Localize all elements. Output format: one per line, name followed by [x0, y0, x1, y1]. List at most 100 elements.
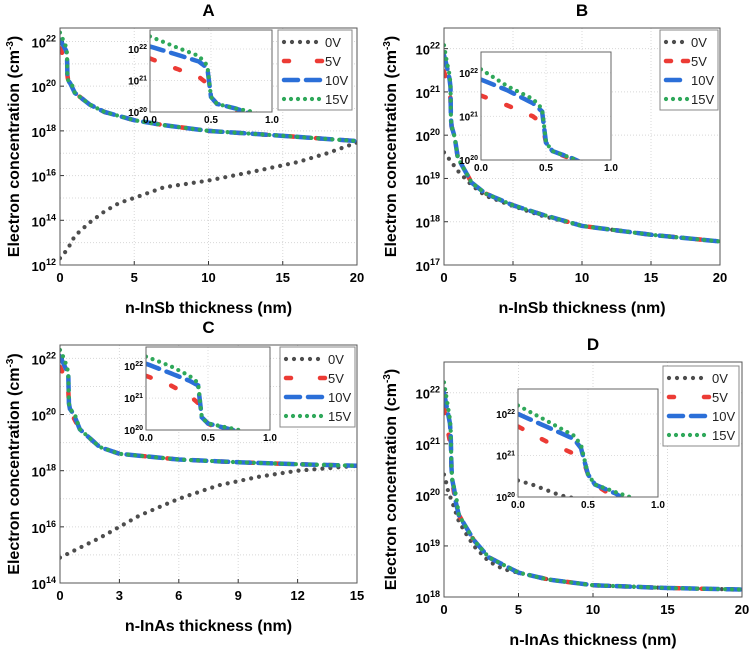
- legend-label-15V: 15V: [325, 92, 348, 107]
- legend-label-5V: 5V: [691, 54, 707, 69]
- y-tick-base: 10: [32, 465, 46, 480]
- legend-label-15V: 15V: [691, 92, 714, 107]
- y-tick-label: 1014: [32, 212, 56, 229]
- inset-x-tick-label: 1.0: [604, 163, 618, 174]
- inset-y-tick-label: 1022: [128, 44, 147, 56]
- x-tick-label: 10: [201, 270, 215, 285]
- inset-y-tick-label: 1021: [496, 450, 515, 462]
- inset-y-tick-exponent: 22: [135, 361, 143, 368]
- y-tick-exponent: 20: [46, 407, 56, 417]
- y-tick-exponent: 14: [46, 212, 56, 222]
- inset-y-tick-label: 1020: [124, 425, 143, 437]
- inset-y-tick-base: 10: [124, 362, 136, 373]
- y-tick-label: 1019: [416, 170, 440, 187]
- y-tick-base: 10: [416, 172, 430, 187]
- inset-y-tick-exponent: 21: [139, 75, 147, 82]
- inset-y-tick-label: 1020: [128, 107, 147, 119]
- y-tick-base: 10: [416, 489, 430, 504]
- y-tick-exponent: 12: [46, 257, 56, 267]
- y-tick-label: 1016: [32, 519, 56, 536]
- y-tick-exponent: 19: [430, 538, 440, 548]
- x-tick-label: 20: [713, 270, 727, 285]
- y-tick-exponent: 17: [430, 257, 440, 267]
- series-0V: [60, 140, 357, 261]
- legend-label-5V: 5V: [712, 390, 728, 405]
- y-tick-label: 1019: [416, 538, 440, 555]
- series-15V: [444, 380, 742, 592]
- y-tick-base: 10: [32, 577, 46, 592]
- inset-x-tick-label: 0.5: [204, 115, 218, 126]
- y-axis-label: Electron concentration (cm-3): [5, 353, 23, 574]
- inset-y-tick-exponent: 21: [470, 111, 478, 118]
- y-tick-exponent: 16: [46, 168, 56, 178]
- x-tick-label: 0: [56, 270, 63, 285]
- y-tick-base: 10: [416, 259, 430, 274]
- y-tick-exponent: 18: [430, 589, 440, 599]
- inset-y-tick-label: 1022: [124, 361, 143, 373]
- x-tick-label: 5: [509, 270, 516, 285]
- x-tick-label: 5: [131, 270, 138, 285]
- inset-series-15V: [146, 354, 244, 430]
- y-axis-label-sup: -3: [382, 41, 393, 50]
- y-tick-base: 10: [416, 438, 430, 453]
- legend: 0V 5V 10V 15V: [659, 29, 719, 111]
- series-0V: [60, 463, 357, 560]
- y-tick-exponent: 22: [430, 385, 440, 395]
- inset-x-tick-label: 0.0: [139, 433, 153, 444]
- inset-y-tick-base: 10: [459, 112, 471, 123]
- y-axis-label-end: ): [383, 36, 400, 41]
- plot-frame: [443, 27, 721, 266]
- y-axis-label-text: Electron concentration (cm: [383, 50, 400, 257]
- x-axis-label: n-InSb thickness (nm): [125, 300, 292, 317]
- inset-series-10V: [150, 44, 253, 112]
- y-tick-base: 10: [416, 43, 430, 58]
- series-0V: [444, 150, 720, 244]
- panel-title: C: [202, 318, 214, 337]
- panel-title: D: [587, 335, 599, 354]
- inset-x-tick-label: 0.5: [539, 163, 553, 174]
- inset-x-tick-label: 1.0: [263, 433, 277, 444]
- y-tick-label: 1022: [416, 385, 440, 402]
- inset-y-tick-exponent: 22: [139, 44, 147, 51]
- y-tick-base: 10: [416, 129, 430, 144]
- x-tick-label: 9: [235, 588, 242, 603]
- y-tick-label: 1014: [32, 575, 56, 592]
- x-tick-label: 20: [350, 270, 364, 285]
- y-axis-label-sup: -3: [5, 41, 16, 50]
- panel-B: B0 5 10 15 20101710181019102010211022n-InSb …: [382, 1, 727, 317]
- y-axis-label: Electron concentration (cm-3): [382, 369, 400, 590]
- legend-label-0V: 0V: [328, 352, 344, 367]
- inset-series-15V: [518, 403, 635, 497]
- y-axis-label-text: Electron concentration (cm: [6, 368, 23, 575]
- y-tick-base: 10: [32, 521, 46, 536]
- y-tick-exponent: 20: [430, 127, 440, 137]
- y-tick-exponent: 20: [430, 487, 440, 497]
- legend: 0V 5V 10V 15V: [277, 29, 353, 111]
- y-tick-exponent: 22: [46, 33, 56, 43]
- y-tick-base: 10: [32, 259, 46, 274]
- y-axis-label-text: Electron concentration (cm: [383, 383, 400, 590]
- plot-frame: [59, 344, 358, 584]
- y-tick-base: 10: [32, 352, 46, 367]
- inset-y-tick-exponent: 21: [135, 393, 143, 400]
- y-axis-label-end: ): [6, 36, 23, 41]
- y-tick-exponent: 19: [430, 170, 440, 180]
- y-tick-label: 1022: [32, 33, 56, 50]
- legend-label-10V: 10V: [328, 390, 351, 405]
- y-tick-label: 1018: [416, 589, 440, 606]
- inset-y-tick-exponent: 20: [135, 425, 143, 432]
- y-axis-label: Electron concentration (cm-3): [382, 36, 400, 257]
- panel-title: B: [576, 1, 588, 20]
- y-tick-exponent: 16: [46, 519, 56, 529]
- y-tick-base: 10: [32, 80, 46, 95]
- y-tick-base: 10: [416, 591, 430, 606]
- y-tick-label: 1020: [32, 407, 56, 424]
- inset-y-tick-base: 10: [496, 451, 508, 462]
- inset-y-tick-base: 10: [128, 45, 140, 56]
- inset-x-tick-label: 0.5: [201, 433, 215, 444]
- y-tick-exponent: 22: [46, 350, 56, 360]
- legend: 0V 5V 10V 15V: [279, 346, 356, 428]
